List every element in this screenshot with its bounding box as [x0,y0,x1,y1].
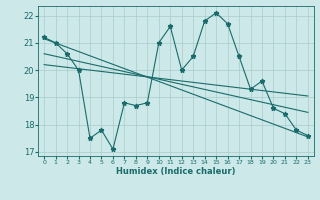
X-axis label: Humidex (Indice chaleur): Humidex (Indice chaleur) [116,167,236,176]
